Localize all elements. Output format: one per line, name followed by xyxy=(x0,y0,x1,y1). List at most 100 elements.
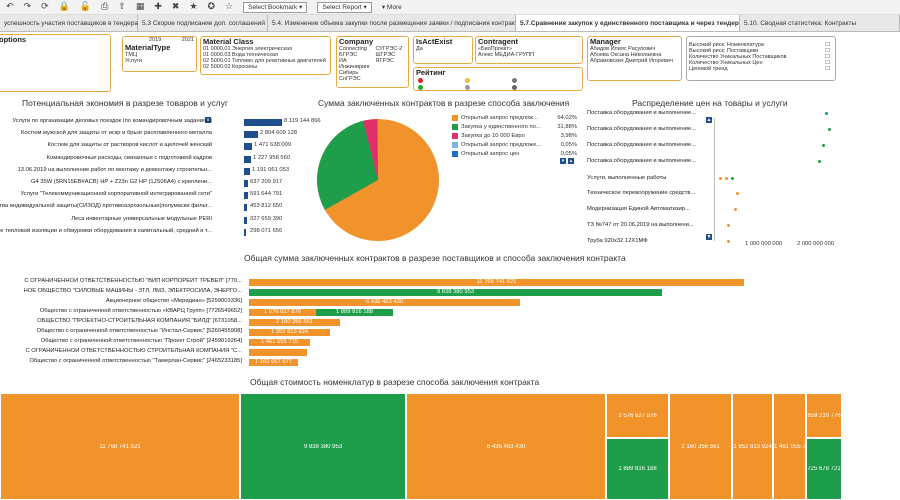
chart1-bar[interactable] xyxy=(244,167,250,175)
treemap-cell[interactable]: 1 576 627 876 xyxy=(606,393,669,438)
checkbox[interactable]: ☐ xyxy=(825,66,830,72)
add-icon[interactable]: ✚ xyxy=(154,2,162,12)
chart4-bar[interactable] xyxy=(249,349,307,356)
lock-icon[interactable]: 🔒 xyxy=(58,2,70,12)
star-add-icon[interactable]: ✪ xyxy=(207,2,216,12)
treemap-cell[interactable]: 1 461 055 716 xyxy=(773,393,806,500)
chart3-point[interactable] xyxy=(725,177,728,180)
filter-manager[interactable]: Manager Абидов Илияс Расулович Абоева Ок… xyxy=(587,36,682,81)
chart4-bar[interactable]: 11 768 741 521 xyxy=(249,279,744,286)
export-icon[interactable]: ⇪ xyxy=(118,2,126,12)
chart3-point[interactable] xyxy=(734,208,737,211)
chart1-bar[interactable] xyxy=(244,180,248,187)
treemap-cell[interactable]: 859 210 776 xyxy=(806,393,842,438)
checkbox[interactable]: ☐ xyxy=(825,42,830,48)
filter-rating[interactable]: Рейтинг xyxy=(413,67,583,91)
chart3-point[interactable] xyxy=(822,144,825,147)
chart1-bar[interactable] xyxy=(244,204,247,212)
chart3-point[interactable] xyxy=(825,112,828,115)
chart4-bar[interactable]: 1 162 657 577 xyxy=(249,359,298,366)
rating-green-icon[interactable] xyxy=(418,85,423,90)
treemap-cell[interactable]: 6 436 463 430 xyxy=(406,393,606,500)
chart4-bar[interactable]: 6 436 463 430 xyxy=(249,299,520,306)
close-icon[interactable]: ✖ xyxy=(171,2,180,12)
legend-down-icon[interactable]: ▾ xyxy=(560,158,566,164)
unlock-icon[interactable]: 🔓 xyxy=(79,2,92,12)
stat-row[interactable]: Количество Уникальных Поставщиков ☐ xyxy=(689,54,830,60)
rating-red-icon[interactable] xyxy=(418,78,423,83)
legend-item[interactable]: Открытый запрос предложе... 0,05% xyxy=(452,142,577,148)
chart1-bar[interactable] xyxy=(244,228,246,236)
rating-yellow-icon[interactable] xyxy=(465,78,470,83)
chart4-bar[interactable]: 1 889 816 188 xyxy=(316,309,393,316)
bookmark-star-icon[interactable]: ★ xyxy=(189,2,198,12)
more-button[interactable]: ▾ More xyxy=(381,4,402,11)
treemap-cell[interactable]: 11 768 741 521 xyxy=(0,393,240,500)
chart1-bar[interactable] xyxy=(244,155,251,163)
chart1-bar[interactable] xyxy=(244,216,247,224)
rating-dark-icon[interactable] xyxy=(512,85,517,90)
chart3-point[interactable] xyxy=(727,224,730,227)
chart3-point[interactable] xyxy=(719,177,722,180)
chart-icon[interactable]: ▦ xyxy=(135,2,145,12)
chart1-bar[interactable] xyxy=(244,119,282,126)
pie-slice-single-supplier[interactable] xyxy=(317,120,378,210)
chart4-bar[interactable]: 9 838 380 953 xyxy=(249,289,662,296)
tab-volume-change[interactable]: 5.4. Изменение объема закупки после разм… xyxy=(268,15,521,31)
reload-icon[interactable]: ⟳ xyxy=(41,2,49,12)
chart4-bar[interactable]: 1 576 627 876 xyxy=(249,309,316,316)
pie-slice-under-10000[interactable] xyxy=(363,119,378,180)
rating-gray2-icon[interactable] xyxy=(465,85,470,90)
stat-row[interactable]: Ценовой тренд ☐ xyxy=(689,66,830,72)
chart4-bar[interactable]: 1 952 813 924 xyxy=(249,329,330,336)
chart3-point[interactable] xyxy=(736,192,739,195)
chart1-bar[interactable] xyxy=(244,192,248,200)
stat-row[interactable]: Количество Уникальных Цен ☐ xyxy=(689,60,830,66)
tab-summary-contracts[interactable]: 5.10. Сводная статистика: Контракты xyxy=(740,15,900,31)
forward-icon[interactable]: ↷ xyxy=(23,2,32,12)
filter-is-act-exist[interactable]: IsActExist Да xyxy=(413,36,473,64)
filter-material-type[interactable]: 2019 2021 MaterialType ТМЦ Услуги xyxy=(122,36,197,72)
chart4-bar[interactable]: 1 461 055 716 xyxy=(249,339,310,346)
chart3-point[interactable] xyxy=(828,128,831,131)
filter-contragent[interactable]: Contragent «БиоПроект» Алекс МЕДИА-ГРУПП xyxy=(475,36,583,64)
filter-company[interactable]: Company Connecting СУГРЭС-2 БГРЭС ШГРЭС … xyxy=(336,36,409,88)
treemap-cell[interactable]: 725 678 721 xyxy=(806,438,842,500)
rating-gray-icon[interactable] xyxy=(512,78,517,83)
legend-up-icon[interactable]: ▴ xyxy=(568,158,574,164)
select-report[interactable]: Select Report ▾ xyxy=(317,1,372,13)
checkbox[interactable]: ☐ xyxy=(825,48,830,54)
tab-single-supplier-vs-tender[interactable]: 5.7.Сравнение закупок у единственного по… xyxy=(516,15,740,31)
filter-options[interactable]: options xyxy=(0,34,111,92)
chart3-point[interactable] xyxy=(731,177,734,180)
print-icon[interactable]: ⎙ xyxy=(101,2,109,12)
chart1-bar[interactable] xyxy=(244,143,252,151)
treemap-cell[interactable]: 9 838 380 953 xyxy=(240,393,406,500)
filter-material-class[interactable]: Material Class 01 0000.01 Энергия электр… xyxy=(200,36,331,75)
tab-supplier-success[interactable]: успешность участия поставщиков в тендера… xyxy=(0,15,141,31)
legend-item[interactable]: Закупка у единственного по... 31,88% xyxy=(452,124,577,130)
checkbox[interactable]: ☐ xyxy=(825,60,830,66)
chart3-scroll-up-icon[interactable]: ▲ xyxy=(706,117,712,123)
stat-row[interactable]: Высокий риск: Номенклатура ☐ xyxy=(689,42,830,48)
treemap-cell[interactable]: 1 889 816 188 xyxy=(606,438,669,500)
checkbox[interactable]: ☐ xyxy=(825,54,830,60)
tab-fast-signing[interactable]: 5.3 Скорое подписание доп. соглашений xyxy=(138,15,268,31)
chart3-point[interactable] xyxy=(727,240,730,243)
legend-item[interactable]: Открытый запрос цен 0,05% xyxy=(452,151,577,157)
legend-item[interactable]: Открытый запрос предлож... 64,02% xyxy=(452,115,577,121)
legend-item[interactable]: Закупка до 10 000 Евро 3,98% xyxy=(452,133,577,139)
scroll-up-icon[interactable]: ▲ xyxy=(205,117,211,123)
star-list-icon[interactable]: ☆ xyxy=(225,2,234,12)
back-icon[interactable]: ↶ xyxy=(6,2,14,12)
select-bookmark[interactable]: Select Bookmark ▾ xyxy=(243,1,308,13)
treemap-cell[interactable]: 1 952 813 924 xyxy=(732,393,773,500)
stat-row[interactable]: Высокий риск: Поставщики ☐ xyxy=(689,48,830,54)
chart3-scroll-down-icon[interactable]: ▼ xyxy=(706,234,712,240)
chart3-point[interactable] xyxy=(818,160,821,163)
treemap-cell-label: 6 436 463 430 xyxy=(486,443,526,450)
treemap-cell[interactable]: 2 160 356 561 xyxy=(669,393,732,500)
chart4-bar[interactable]: 2 160 356 561 xyxy=(249,319,340,326)
chart1-bar[interactable] xyxy=(244,131,258,139)
chart4-bar-label: 1 952 813 924 xyxy=(270,329,309,335)
